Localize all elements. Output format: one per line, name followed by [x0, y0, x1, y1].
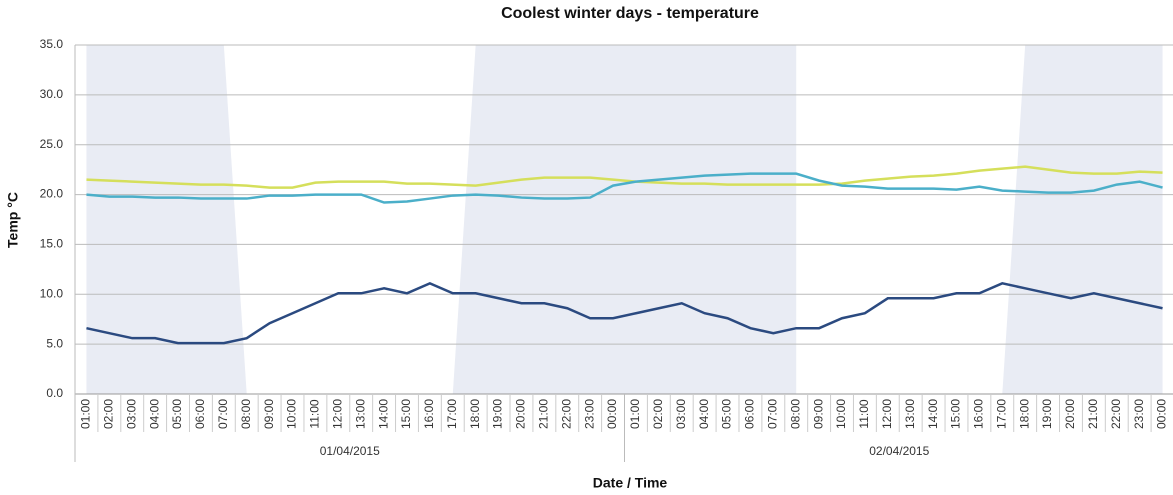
x-group-label: 01/04/2015 [320, 444, 380, 458]
x-tick-label: 07:00 [216, 399, 230, 429]
x-tick-label: 12:00 [330, 399, 344, 429]
x-tick-label: 22:00 [559, 399, 573, 429]
x-tick-label: 15:00 [949, 399, 963, 429]
x-tick-label: 22:00 [1109, 399, 1123, 429]
y-tick-label: 25.0 [40, 137, 64, 151]
x-tick-label: 05:00 [170, 399, 184, 429]
x-tick-label: 19:00 [491, 399, 505, 429]
x-tick-label: 03:00 [124, 399, 138, 429]
x-tick-label: 21:00 [537, 399, 551, 429]
x-tick-label: 04:00 [697, 399, 711, 429]
chart-title: Coolest winter days - temperature [501, 5, 759, 22]
night-shade [452, 45, 797, 394]
x-tick-label: 18:00 [468, 399, 482, 429]
x-tick-label: 20:00 [1063, 399, 1077, 429]
x-group-label: 02/04/2015 [869, 444, 929, 458]
x-tick-label: 18:00 [1017, 399, 1031, 429]
x-tick-label: 01:00 [79, 399, 93, 429]
x-tick-label: 01:00 [628, 399, 642, 429]
night-shade [1002, 45, 1163, 394]
x-tick-label: 14:00 [926, 399, 940, 429]
x-tick-label: 23:00 [1132, 399, 1146, 429]
x-tick-label: 08:00 [239, 399, 253, 429]
x-tick-label: 16:00 [972, 399, 986, 429]
x-tick-label: 12:00 [880, 399, 894, 429]
x-tick-label: 19:00 [1040, 399, 1054, 429]
series-line [86, 165, 1163, 189]
x-tick-label: 08:00 [788, 399, 802, 429]
x-tick-label: 00:00 [605, 399, 619, 429]
x-tick-label: 15:00 [399, 399, 413, 429]
x-tick-label: 06:00 [743, 399, 757, 429]
x-tick-label: 02:00 [102, 399, 116, 429]
y-tick-label: 20.0 [40, 187, 64, 201]
series-line [86, 172, 1163, 204]
night-shade [86, 45, 247, 394]
x-tick-label: 09:00 [811, 399, 825, 429]
y-tick-label: 0.0 [46, 386, 63, 400]
x-tick-label: 13:00 [353, 399, 367, 429]
x-tick-label: 09:00 [262, 399, 276, 429]
x-tick-label: 07:00 [765, 399, 779, 429]
x-tick-label: 17:00 [994, 399, 1008, 429]
series-line [86, 281, 1163, 345]
x-tick-label: 14:00 [376, 399, 390, 429]
x-tick-label: 06:00 [193, 399, 207, 429]
x-tick-label: 10:00 [834, 399, 848, 429]
x-tick-label: 16:00 [422, 399, 436, 429]
y-tick-label: 10.0 [40, 286, 64, 300]
x-tick-label: 02:00 [651, 399, 665, 429]
x-tick-label: 00:00 [1155, 399, 1169, 429]
x-tick-label: 11:00 [308, 399, 322, 428]
x-tick-label: 13:00 [903, 399, 917, 429]
x-tick-label: 17:00 [445, 399, 459, 429]
x-tick-label: 04:00 [147, 399, 161, 429]
y-axis-label: Temp °C [5, 192, 21, 248]
x-tick-label: 21:00 [1086, 399, 1100, 429]
x-axis-label: Date / Time [593, 475, 668, 491]
y-tick-label: 5.0 [46, 336, 63, 350]
x-tick-label: 05:00 [720, 399, 734, 429]
y-tick-label: 35.0 [40, 37, 64, 51]
x-tick-label: 11:00 [857, 399, 871, 428]
x-tick-label: 20:00 [514, 399, 528, 429]
x-tick-label: 23:00 [582, 399, 596, 429]
y-tick-label: 15.0 [40, 237, 64, 251]
x-tick-label: 03:00 [674, 399, 688, 429]
y-tick-label: 30.0 [40, 87, 64, 101]
x-tick-label: 10:00 [285, 399, 299, 429]
